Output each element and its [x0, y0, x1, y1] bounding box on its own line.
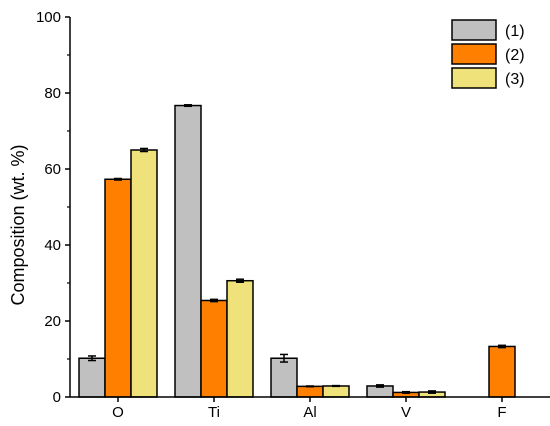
bar-al-series-1: [270, 357, 298, 398]
bar-o-series-1: [78, 357, 106, 398]
bar-f-series-2: [488, 345, 516, 398]
axes-layer: 0 20 40 60 80 100 O Ti Al V F: [36, 9, 550, 421]
y-axis-title: Composition (wt. %): [8, 144, 28, 305]
y-tick-label: 100: [36, 9, 61, 26]
y-tick-label: 0: [53, 389, 61, 406]
bar-al-series-3: [322, 385, 350, 398]
legend-swatch-series-2: [451, 43, 497, 65]
y-tick-label: 40: [44, 237, 61, 254]
bar-o-series-3: [130, 149, 158, 398]
bar-al-series-2: [296, 385, 324, 398]
y-tick-label: 20: [44, 313, 61, 330]
bar-o-series-2: [104, 178, 132, 398]
bars-layer: [78, 104, 516, 398]
legend-label-series-1: (1): [505, 23, 525, 40]
legend-label-series-3: (3): [505, 71, 525, 88]
y-tick-label: 80: [44, 85, 61, 102]
x-tick-label-o: O: [112, 404, 124, 421]
bar-ti-series-2: [200, 299, 228, 398]
y-tick-label: 60: [44, 161, 61, 178]
x-tick-label-v: V: [401, 404, 411, 421]
x-tick-label-ti: Ti: [208, 404, 220, 421]
legend-swatch-series-1: [451, 19, 497, 41]
x-tick-label-f: F: [497, 404, 506, 421]
x-tick-label-al: Al: [303, 404, 316, 421]
bar-ti-series-1: [174, 104, 202, 398]
legend-swatch-series-3: [451, 67, 497, 89]
bar-ti-series-3: [226, 279, 254, 398]
legend-label-series-2: (2): [505, 47, 525, 64]
legend: (1) (2) (3): [451, 19, 525, 89]
